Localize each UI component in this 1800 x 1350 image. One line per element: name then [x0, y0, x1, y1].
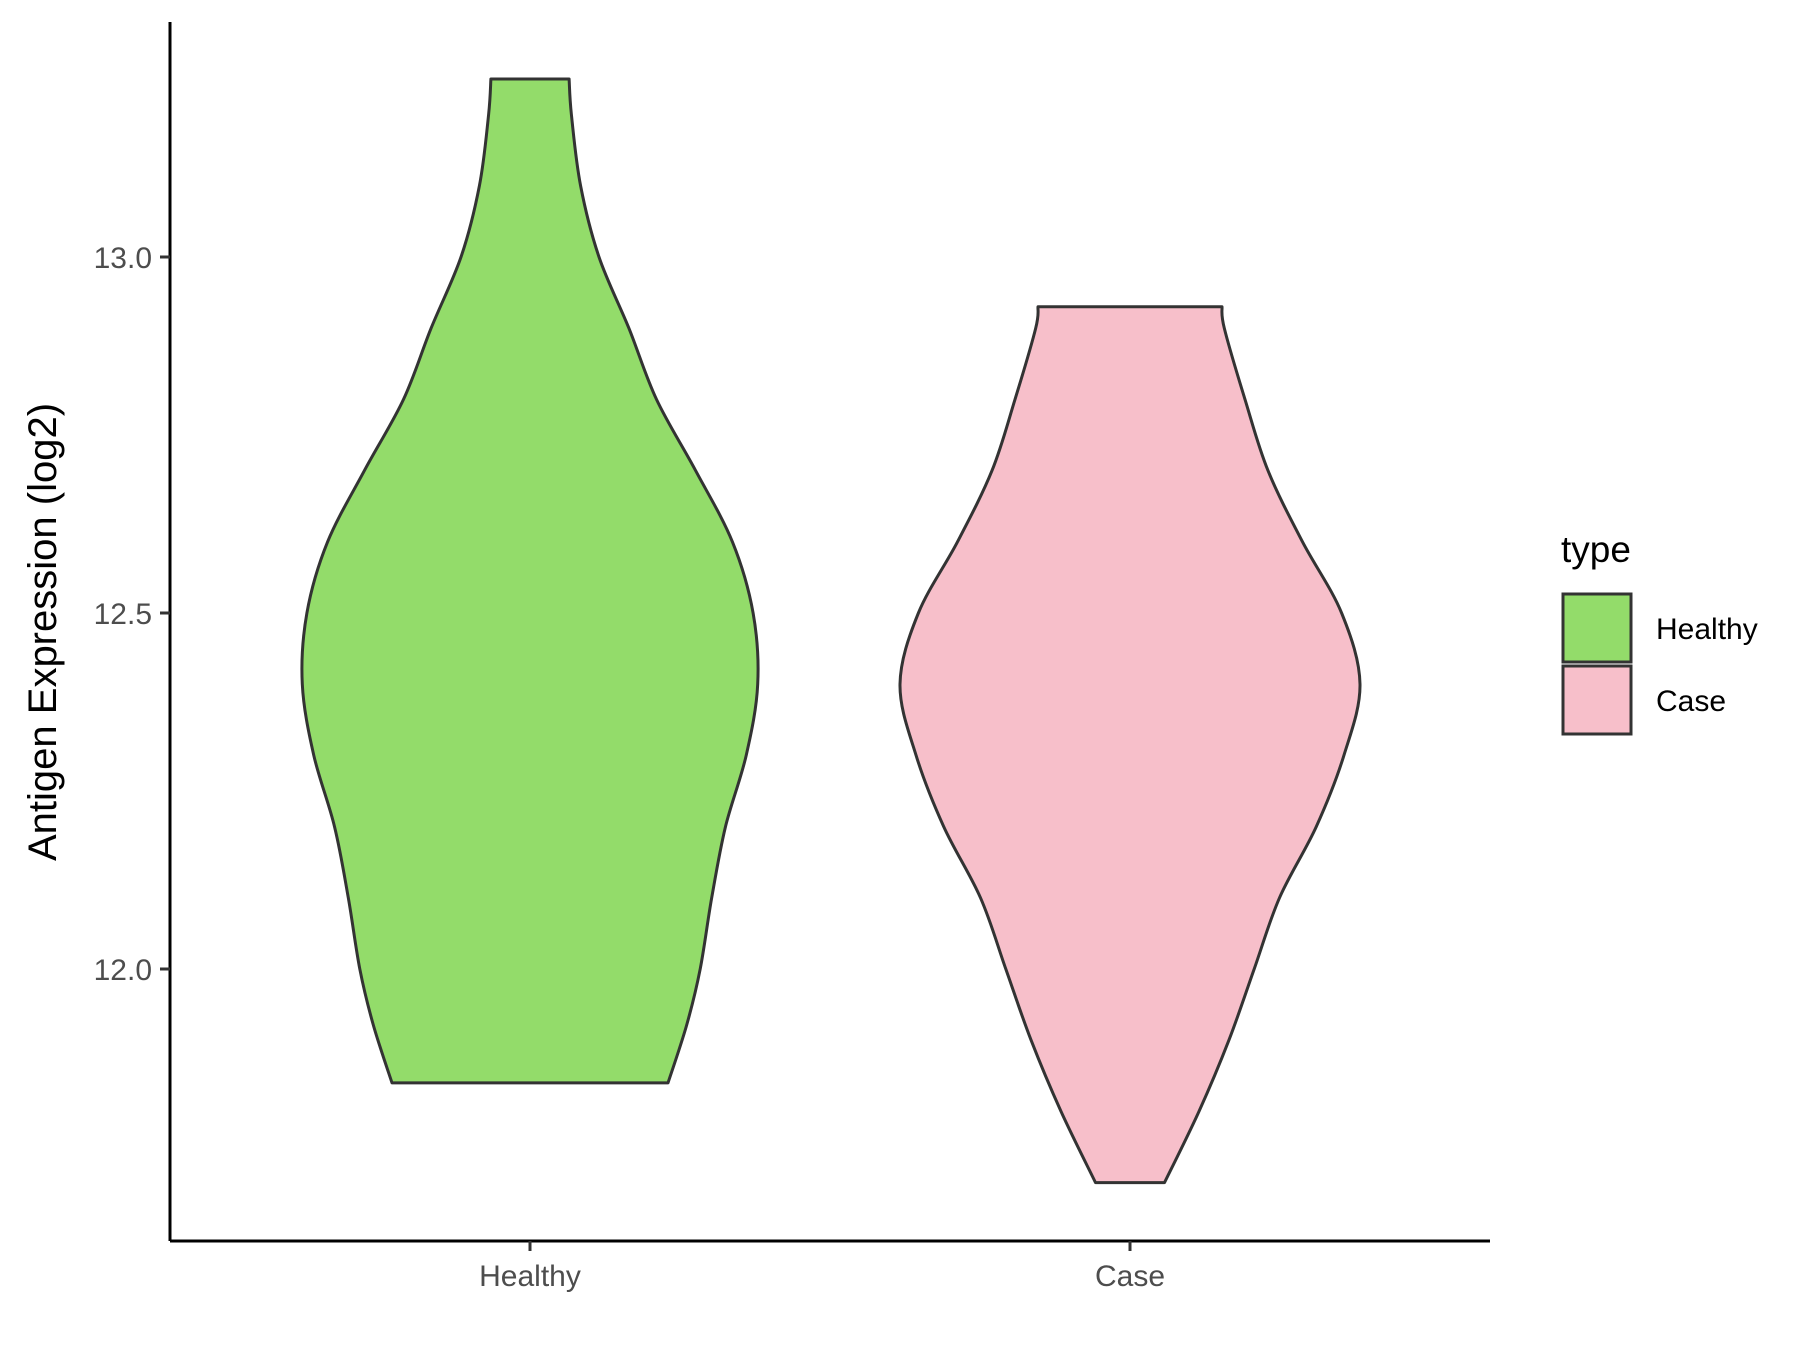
y-tick-label: 12.0 — [94, 954, 152, 987]
legend-title: type — [1561, 529, 1631, 570]
y-tick-label: 13.0 — [94, 242, 152, 275]
y-axis-ticks: 12.0 12.5 13.0 — [94, 242, 170, 987]
x-axis-ticks: Healthy Case — [479, 1241, 1165, 1293]
violin-case — [898, 305, 1362, 1185]
legend-key-healthy — [1561, 592, 1633, 664]
violin-healthy — [300, 77, 760, 1085]
y-tick-label: 12.5 — [94, 598, 152, 631]
violins — [300, 77, 1362, 1185]
x-tick-label: Case — [1095, 1260, 1165, 1293]
x-tick-label: Healthy — [479, 1260, 581, 1293]
legend-key-case — [1561, 664, 1633, 736]
y-axis-title: Antigen Expression (log2) — [21, 403, 65, 861]
legend-label-case: Case — [1656, 685, 1726, 718]
plot-area: 12.0 12.5 13.0 Healthy Case — [94, 22, 1490, 1293]
legend: type Healthy Case — [1561, 529, 1758, 736]
legend-label-healthy: Healthy — [1656, 613, 1758, 646]
